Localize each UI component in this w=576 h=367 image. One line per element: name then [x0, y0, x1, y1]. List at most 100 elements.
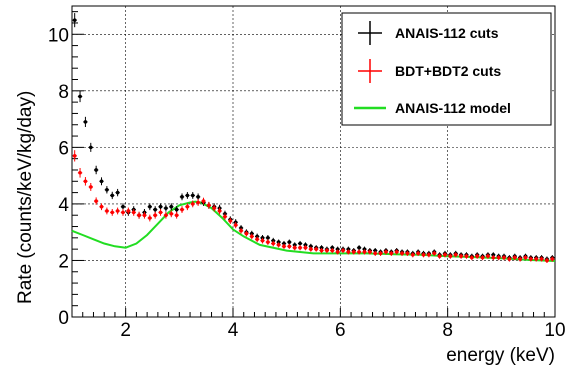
bdt-cuts-point	[399, 250, 405, 256]
bdt-cuts-point	[351, 249, 356, 255]
bdt-cuts-point	[480, 255, 485, 261]
bdt-cuts-point	[437, 253, 442, 259]
anais-cuts-point	[163, 204, 169, 212]
x-axis-title: energy (keV)	[446, 345, 555, 366]
bdt-cuts-point	[442, 252, 448, 258]
bdt-cuts-point	[158, 208, 163, 216]
legend-item: ANAIS-112 model	[354, 100, 511, 116]
y-tick-label: 2	[58, 251, 69, 272]
legend-label: BDT+BDT2 cuts	[395, 63, 501, 79]
bdt-cuts-point	[501, 255, 507, 261]
legend-label: ANAIS-112 model	[395, 100, 511, 116]
legend-items: ANAIS-112 cuts BDT+BDT2 cuts ANAIS-112 mod…	[354, 21, 511, 116]
bdt-cuts-point	[260, 237, 265, 244]
anais-cuts-point	[115, 188, 120, 197]
anais-cuts-point	[330, 245, 335, 251]
bdt-cuts-point	[475, 253, 480, 259]
axis-ticks	[71, 11, 556, 318]
bdt-cuts-point	[201, 197, 206, 205]
y-axis-title: Rate (counts/keV/kg/day)	[15, 91, 36, 304]
bdt-cuts-point	[512, 255, 517, 261]
bdt-cuts-point	[222, 213, 228, 220]
y-tick-label: 10	[48, 25, 69, 46]
bdt-cuts-point	[88, 182, 93, 191]
y-tick-label: 8	[58, 82, 69, 103]
bdt-cuts-point	[308, 246, 313, 252]
bdt-cuts-point	[448, 253, 453, 259]
bdt-cuts-point	[507, 256, 512, 262]
bdt-cuts-point	[147, 214, 152, 222]
bdt-cuts-point	[426, 252, 432, 258]
bdt-cuts-point	[254, 236, 260, 243]
bdt-cuts-point	[340, 248, 346, 254]
bdt-cuts-point	[72, 150, 77, 162]
bdt-cuts-point	[228, 217, 233, 224]
bdt-cuts-point	[458, 253, 464, 259]
legend-box	[341, 12, 552, 126]
bdt-cuts-point	[314, 246, 319, 252]
bdt-cuts-point	[169, 210, 174, 218]
bdt-cuts-point	[405, 250, 410, 256]
x-tick-labels: 2 4 6 8 10	[120, 320, 565, 341]
bdt-cuts-point	[120, 208, 126, 216]
anais-cuts-point	[110, 191, 115, 200]
bdt-cuts-point	[383, 249, 389, 255]
bdt-cuts-point	[330, 248, 335, 254]
bdt-cuts-point	[179, 206, 185, 213]
x-tick-label: 10	[544, 320, 565, 341]
y-tick-label: 4	[58, 195, 69, 216]
bdt-cuts-point	[276, 242, 281, 248]
bdt-cuts-point	[319, 248, 324, 254]
bdt-cuts-point	[217, 207, 222, 215]
anais-cuts-point	[88, 142, 93, 152]
bdt-cuts-point	[464, 253, 469, 259]
bdt-cuts-point	[77, 168, 83, 178]
bdt-cuts-point	[485, 253, 491, 259]
bdt-cuts-point	[206, 201, 212, 209]
plot-frame	[71, 5, 556, 318]
anais-cuts-point	[104, 186, 110, 194]
bdt-cuts-point	[265, 239, 271, 245]
y-tick-label: 6	[58, 138, 69, 159]
bdt-cuts-point	[212, 204, 217, 212]
bdt-cuts-point	[528, 256, 534, 262]
x-tick-label: 4	[228, 320, 239, 341]
bdt-cuts-point	[99, 203, 104, 211]
bdt-cuts-point	[335, 249, 340, 255]
bdt-cuts-point	[110, 208, 115, 216]
bdt-cuts-point	[126, 207, 131, 215]
bdt-cuts-point	[415, 250, 421, 256]
bdt-cuts-point	[394, 249, 399, 255]
bdt-cuts-point	[356, 249, 362, 255]
bdt-cuts-point	[292, 245, 297, 251]
bdt-cuts-point	[93, 197, 99, 205]
bdt-cuts-point	[233, 222, 238, 229]
bdt-cuts-point	[303, 245, 308, 251]
bdt-cuts-point	[378, 250, 383, 256]
anais-cuts-point	[72, 13, 77, 28]
bdt-cuts-point	[153, 211, 158, 219]
bdt-cuts-point	[249, 233, 254, 240]
bdt-cuts-point	[271, 240, 276, 247]
anais-cuts-point	[99, 177, 104, 186]
bdt-cuts-point	[539, 256, 544, 262]
bdt-cuts-point	[115, 207, 120, 215]
bdt-cuts-point	[346, 249, 351, 255]
bdt-cuts-point	[174, 211, 179, 219]
bdt-cuts-point	[517, 256, 523, 262]
y-tick-label: 0	[58, 308, 69, 329]
bdt-cuts-point	[244, 230, 249, 237]
anais-cuts-point	[83, 116, 88, 128]
bdt-cuts-point	[491, 255, 496, 261]
bdt-cuts-point	[287, 243, 292, 249]
bdt-cuts-point	[324, 248, 330, 254]
anais-cuts-point	[190, 192, 195, 199]
bdt-cuts-point	[389, 250, 394, 256]
data-points-layer	[72, 13, 555, 263]
legend-item: ANAIS-112 cuts	[358, 21, 499, 45]
bdt-cuts-point	[142, 211, 147, 219]
anais-cuts-point	[147, 203, 152, 211]
bdt-cuts-point	[131, 208, 136, 216]
bdt-cuts-point	[496, 255, 501, 261]
